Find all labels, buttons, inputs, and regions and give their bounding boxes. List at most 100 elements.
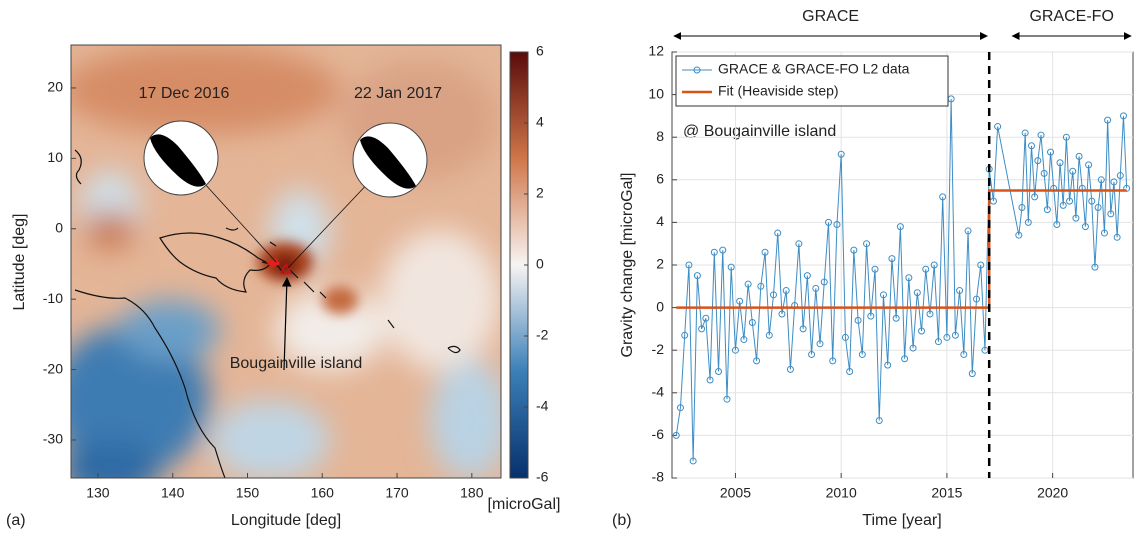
x-tick-label: 130 (86, 485, 110, 501)
data-point (824, 218, 832, 226)
data-point (1069, 167, 1077, 175)
data-point (968, 370, 976, 378)
x-tick-label: 170 (385, 485, 409, 501)
annotation: Bougainville island (230, 355, 363, 372)
data-point (863, 240, 871, 248)
data-point (994, 123, 1002, 131)
data-point (702, 314, 710, 322)
data-point (710, 248, 718, 256)
data-point (939, 193, 947, 201)
data-point (727, 263, 735, 271)
data-point (765, 331, 773, 339)
data-point (786, 365, 794, 373)
data-point (841, 333, 849, 341)
data-point (689, 457, 697, 465)
y-tick-label: 8 (656, 128, 664, 144)
map-frame (70, 44, 502, 479)
y-tick-label: 4 (656, 213, 664, 229)
data-point (1066, 197, 1074, 205)
data-point (1056, 159, 1064, 167)
data-point (782, 287, 790, 295)
y-tick-label: 20 (47, 79, 63, 95)
data-point (816, 340, 824, 348)
data-point (698, 325, 706, 333)
y-tick-label: 10 (47, 149, 63, 165)
data-point (896, 223, 904, 231)
data-point (884, 361, 892, 369)
data-point (1031, 193, 1039, 201)
data-point (715, 368, 723, 375)
annotation: 22 Jan 2017 (354, 85, 442, 102)
data-point (685, 261, 693, 269)
data-point (977, 261, 985, 269)
data-point (820, 278, 828, 286)
data-point (1097, 176, 1105, 184)
x-tick-label: 160 (311, 485, 335, 501)
annotation: @ Bougainville island (683, 123, 836, 140)
data-point (1110, 178, 1118, 186)
data-point (934, 338, 942, 346)
data-point (723, 395, 731, 403)
y-tick-label: 10 (648, 85, 664, 101)
data-point (951, 331, 959, 339)
data-point (1113, 233, 1121, 241)
data-point (956, 287, 964, 295)
data-point (888, 255, 896, 263)
x-axis-label: Longitude [deg] (231, 512, 341, 529)
x-tick-label: 2015 (931, 485, 962, 501)
y-tick-label: -2 (652, 341, 665, 357)
data-point (672, 431, 680, 439)
colorbar-tick-label: 2 (536, 185, 544, 201)
legend (675, 55, 949, 107)
colorbar-tick-label: -6 (536, 469, 549, 485)
colorbar-tick-label: 6 (536, 43, 544, 59)
data-point (1116, 172, 1124, 180)
data-point (803, 272, 811, 280)
data-point (1053, 221, 1061, 229)
data-point (875, 416, 883, 424)
data-point (1085, 161, 1093, 169)
data-point (744, 280, 752, 288)
data-point (681, 331, 689, 339)
series-line (675, 98, 1128, 461)
data-point (867, 312, 875, 320)
data-point (1100, 229, 1108, 237)
legend-label: GRACE & GRACE-FO L2 data (718, 61, 910, 77)
data-point (693, 272, 701, 280)
data-point (1021, 129, 1029, 137)
x-tick-label: 2020 (1037, 485, 1068, 501)
data-point (736, 297, 744, 305)
data-point (879, 291, 887, 299)
annotation: 17 Dec 2016 (139, 85, 230, 102)
y-tick-label: 0 (656, 298, 664, 314)
data-point (960, 350, 968, 358)
x-tick-label: 2010 (826, 485, 857, 501)
y-tick-label: 12 (648, 43, 664, 59)
y-tick-label: -6 (652, 426, 665, 442)
data-point (1047, 148, 1055, 156)
data-point (1072, 214, 1080, 222)
data-point (833, 221, 841, 229)
data-point (1107, 210, 1115, 218)
data-point (778, 310, 786, 318)
data-point (676, 404, 684, 412)
x-tick-label: 2005 (720, 485, 751, 501)
y-tick-label: 0 (55, 219, 63, 235)
data-point (1034, 157, 1042, 165)
period-label: GRACE-FO (1029, 8, 1113, 25)
data-point (918, 327, 926, 335)
data-point (926, 310, 934, 318)
data-point (892, 314, 900, 322)
data-point (901, 355, 909, 363)
x-tick-label: 180 (460, 485, 484, 501)
data-point (909, 344, 917, 352)
plot-content: -8 -6 -4 -2 0 2 4 6 8 10 12 2005 2010 2015 2020 GRACE GR… (648, 8, 1133, 501)
data-point (706, 376, 714, 384)
y-axis-label: Latitude [deg] (11, 214, 28, 311)
data-point (799, 325, 807, 333)
y-tick-label: -20 (43, 360, 63, 376)
y-tick-label: -4 (652, 384, 665, 400)
colorbar-tick-label: 0 (536, 256, 544, 272)
